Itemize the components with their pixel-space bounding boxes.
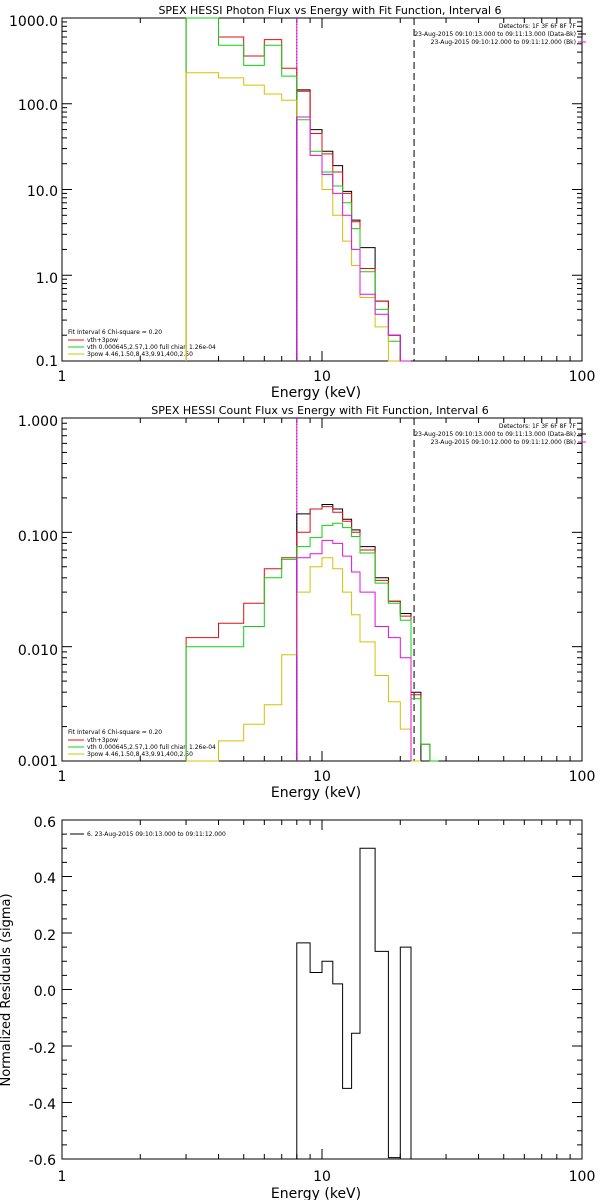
count-flux-xtick-label: 100 (569, 769, 596, 785)
count-flux-series-nonthermal (186, 557, 421, 762)
residuals-ytick-label: -0.4 (29, 1097, 56, 1113)
residuals-xtick-label: 1 (58, 1169, 67, 1185)
residuals-xtick-label: 10 (313, 1169, 331, 1185)
photon-flux-header-bk-interval: 23-Aug-2015 09:10:12.000 to 09:11:12.000… (431, 39, 576, 46)
photon-flux-series-nonthermal (185, 72, 411, 362)
residuals-plot-frame (61, 819, 583, 1160)
count-flux-xtick-label: 1 (58, 769, 67, 785)
residuals-legend-label: 6. 23-Aug-2015 09:10:13.000 to 09:11:12.… (87, 831, 226, 838)
photon-flux-xtick-label: 10 (313, 369, 331, 385)
photon-flux-series-mid (296, 116, 411, 362)
photon-flux-ytick-label: 10.0 (27, 184, 58, 200)
residuals-x-axis-label: Energy (keV) (271, 1186, 361, 1200)
photon-flux-series-thermal (185, 17, 411, 362)
count-flux-legend-title: Fit Interval 6 Chi-square = 0.20 (68, 729, 162, 736)
count-flux-plot-frame (61, 417, 583, 762)
count-flux-series-thermal (185, 522, 439, 762)
residuals-ytick-label: 0.4 (34, 871, 56, 887)
count-flux-ytick-label: 0.001 (18, 754, 58, 770)
count-flux-x-axis-label: Energy (keV) (271, 785, 361, 801)
photon-flux-x-axis-label: Energy (keV) (271, 385, 361, 401)
count-flux-ytick-label: 0.100 (18, 529, 58, 545)
photon-flux-legend-label: 3pow 4.46,1.50,8.43,9.91,400,2.50 (87, 351, 193, 358)
photon-flux-legend-label: vth 0.000645,2.57,1.00 full chian 1.26e-… (87, 344, 216, 351)
count-flux-panel: SPEX HESSI Count Flux vs Energy with Fit… (18, 404, 595, 801)
count-flux-series-mid (296, 539, 412, 761)
count-flux-legend-label: 3pow 4.46,1.50,8.43,9.91,400,2.50 (87, 751, 193, 758)
photon-flux-title: SPEX HESSI Photon Flux vs Energy with Fi… (158, 4, 501, 17)
residuals-xtick-label: 100 (569, 1169, 596, 1185)
photon-flux-header-detectors: Detectors: 1F 3F 6F 8F 7F (499, 23, 577, 30)
photon-flux-legend-label: vth+3pow (87, 337, 118, 344)
photon-flux-xtick-label: 100 (569, 369, 596, 385)
count-flux-legend-label: vth 0.000645,2.57,1.00 full chian 1.26e-… (87, 744, 216, 751)
photon-flux-xtick-label: 1 (58, 369, 67, 385)
residuals-tick-marks (62, 820, 582, 1159)
photon-flux-legend-title: Fit Interval 6 Chi-square = 0.20 (68, 329, 162, 336)
count-flux-header-bk-interval: 23-Aug-2015 09:10:12.000 to 09:11:12.000… (431, 439, 576, 446)
photon-flux-ytick-label: 100.0 (18, 98, 58, 114)
residuals-ytick-label: -0.2 (29, 1041, 56, 1057)
count-flux-title: SPEX HESSI Count Flux vs Energy with Fit… (151, 404, 488, 417)
photon-flux-ytick-label: 0.1 (36, 354, 58, 370)
photon-flux-ytick-label: 1.0 (36, 271, 58, 287)
photon-flux-tick-marks (62, 18, 582, 361)
count-flux-series-data (296, 504, 422, 761)
residuals-ytick-label: -0.6 (29, 1153, 56, 1169)
residuals-series-residuals (296, 847, 412, 1159)
residuals-ytick-label: 0.0 (34, 984, 56, 1000)
photon-flux-series-data (296, 89, 411, 362)
residuals-ytick-label: 0.6 (34, 815, 56, 831)
count-flux-ytick-label: 0.010 (18, 643, 58, 659)
residuals-y-axis-label: Normalized Residuals (sigma) (0, 893, 14, 1086)
count-flux-xtick-label: 10 (313, 769, 331, 785)
photon-flux-header-data-interval: 23-Aug-2015 09:10:13.000 to 09:11:13.000… (414, 31, 576, 38)
count-flux-tick-marks (62, 418, 582, 761)
count-flux-legend-label: vth+3pow (87, 737, 118, 744)
count-flux-header-data-interval: 23-Aug-2015 09:10:13.000 to 09:11:13.000… (414, 431, 576, 438)
count-flux-header-detectors: Detectors: 1F 3F 6F 8F 7F (499, 423, 577, 430)
count-flux-series-total (185, 506, 431, 761)
residuals-panel: 0.6 0.4 0.2 0.0 -0.2 -0.4 -0.6 1 10 100 … (0, 815, 595, 1200)
count-flux-ytick-label: 1.000 (18, 414, 58, 430)
photon-flux-panel: SPEX HESSI Photon Flux vs Energy with Fi… (9, 4, 595, 401)
photon-flux-ytick-label: 1000.0 (9, 14, 58, 30)
residuals-ytick-label: 0.2 (34, 928, 56, 944)
